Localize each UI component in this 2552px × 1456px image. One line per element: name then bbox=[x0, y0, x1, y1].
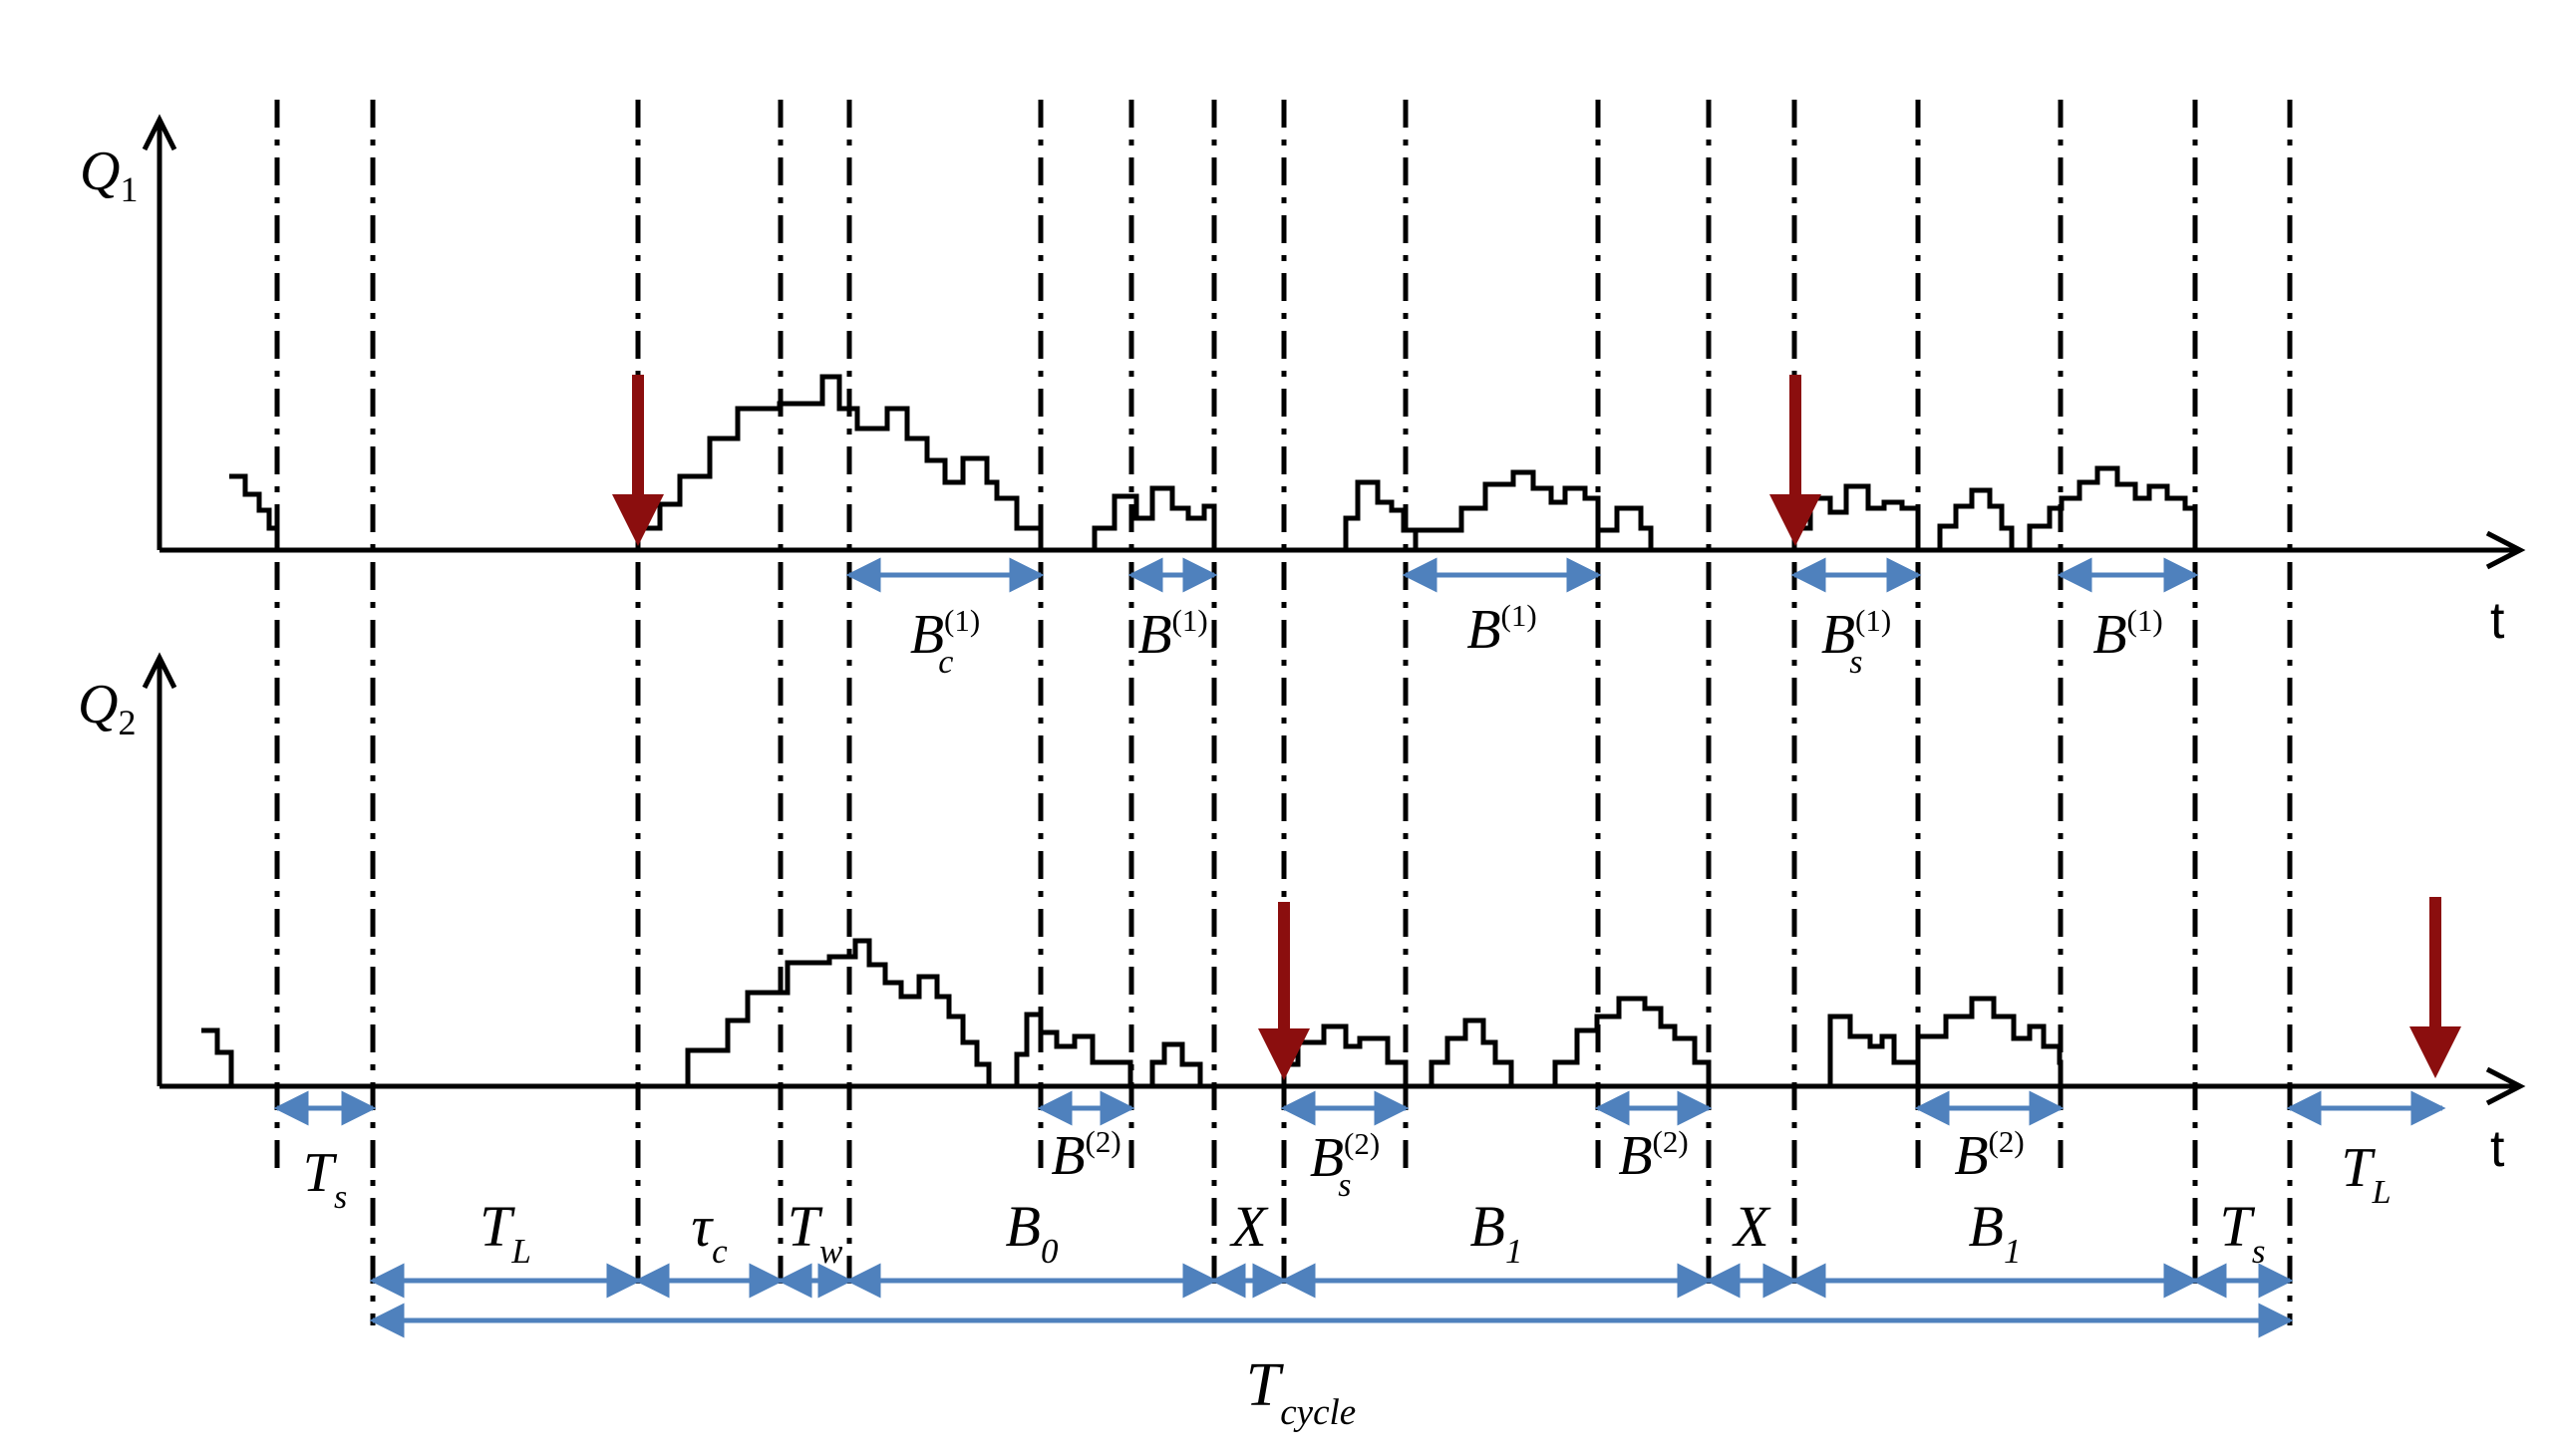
q1-y-arrowhead bbox=[142, 114, 177, 151]
q2-axis-label: Q2 bbox=[78, 674, 136, 742]
q2-trace bbox=[1149, 1041, 1203, 1086]
q2-axes bbox=[142, 652, 2526, 1106]
q2-interval-label: B(2) s bbox=[1310, 1126, 1380, 1204]
event-arrow bbox=[2409, 897, 2461, 1078]
q1-interval-label: B(1) bbox=[2092, 603, 2162, 666]
boundary-lines bbox=[274, 100, 2293, 1325]
q2-interval-label: TL bbox=[2341, 1137, 2391, 1211]
q2-trace bbox=[1915, 996, 2064, 1086]
cycle-interval-label: τc bbox=[691, 1194, 728, 1271]
event-arrows bbox=[612, 375, 2461, 1080]
q1-trace bbox=[1598, 505, 1654, 550]
q2-interval-label: B(2) bbox=[1051, 1124, 1120, 1187]
cycle-interval-label: B1 bbox=[1969, 1194, 2022, 1271]
q1-x-arrowhead bbox=[2485, 530, 2526, 570]
q2-trace bbox=[1429, 1018, 1514, 1086]
q1-trace bbox=[635, 374, 1044, 550]
q1-time-label: t bbox=[2490, 592, 2505, 650]
q2-trace bbox=[1014, 1012, 1133, 1086]
q1-trace bbox=[1343, 479, 1419, 550]
cycle-interval-label: X bbox=[1732, 1194, 1771, 1259]
event-arrow bbox=[1258, 902, 1310, 1080]
q2-trace bbox=[1281, 1023, 1409, 1086]
q1-axis-label: Q1 bbox=[80, 141, 138, 209]
q2-interval-layer: Ts B(2) B(2) s B(2) B(2) TL bbox=[273, 1090, 2446, 1216]
event-arrow bbox=[612, 375, 664, 546]
q1-trace bbox=[2027, 465, 2198, 550]
q2-trace bbox=[1552, 996, 1712, 1086]
q2-traces bbox=[201, 938, 2064, 1086]
q2-interval-label: B(2) bbox=[1618, 1124, 1688, 1187]
q1-interval-label: B(1) bbox=[1137, 603, 1207, 666]
q1-traces bbox=[229, 374, 2198, 550]
q2-trace bbox=[1827, 1014, 1921, 1086]
cycle-interval-label: Tw bbox=[788, 1194, 843, 1271]
q1-trace bbox=[229, 473, 280, 550]
total-cycle-layer: Tcycle bbox=[369, 1303, 2294, 1433]
cycle-interval-layer: TL τc Tw B0 X B1 X B1 Ts bbox=[369, 1194, 2294, 1299]
q2-interval-label: B(2) bbox=[1954, 1124, 2024, 1187]
q1-axes bbox=[142, 114, 2526, 570]
q2-interval-label: Ts bbox=[303, 1142, 347, 1216]
q2-trace bbox=[685, 938, 992, 1086]
total-cycle-label: Tcycle bbox=[1246, 1351, 1356, 1433]
cycle-interval-label: TL bbox=[479, 1194, 531, 1271]
q1-trace bbox=[1092, 485, 1217, 550]
event-arrow bbox=[1769, 375, 1821, 546]
q2-time-label: t bbox=[2490, 1120, 2505, 1178]
cycle-interval-label: Ts bbox=[2220, 1194, 2266, 1271]
cycle-interval-label: X bbox=[1229, 1194, 1269, 1259]
q1-trace bbox=[1937, 487, 2015, 550]
q1-interval-label: B(1) c bbox=[910, 603, 980, 681]
q1-trace bbox=[1416, 469, 1601, 550]
q1-interval-label: B(1) bbox=[1466, 598, 1536, 661]
q1-interval-layer: B(1) c B(1) B(1) B(1) s B(1) bbox=[845, 557, 2199, 681]
cycle-interval-label: B1 bbox=[1470, 1194, 1523, 1271]
q2-trace bbox=[201, 1027, 234, 1086]
q1-interval-label: B(1) s bbox=[1821, 603, 1891, 681]
q2-y-arrowhead bbox=[142, 652, 177, 690]
q2-x-arrowhead bbox=[2485, 1066, 2526, 1106]
cycle-interval-label: B0 bbox=[1006, 1194, 1059, 1271]
